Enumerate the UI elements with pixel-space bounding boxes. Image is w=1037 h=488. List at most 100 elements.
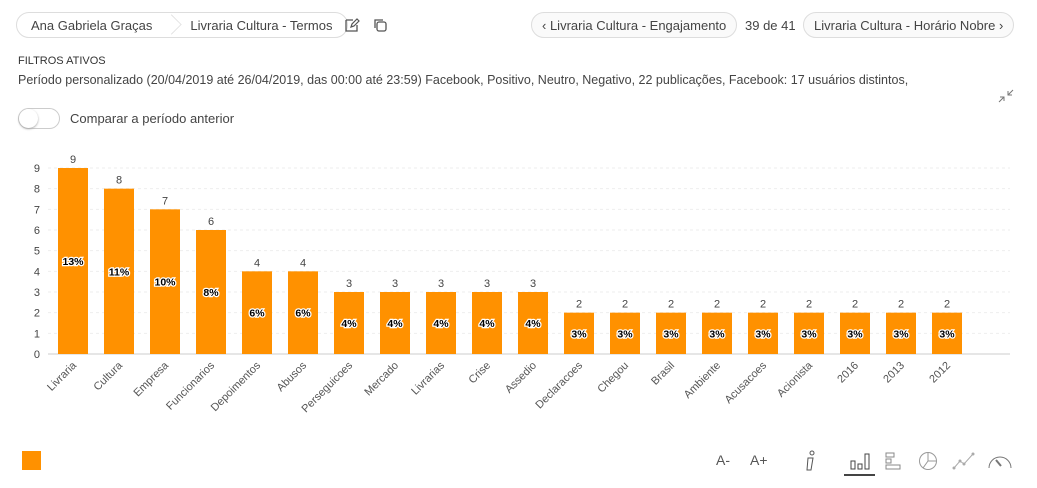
bar[interactable] xyxy=(518,292,548,354)
bar-value-label: 9 xyxy=(70,154,76,166)
breadcrumb: Ana Gabriela Graças Livraria Cultura - T… xyxy=(16,12,348,38)
filters-text: Período personalizado (20/04/2019 até 26… xyxy=(18,73,909,87)
bar[interactable] xyxy=(748,312,778,354)
x-tick-label: 2016 xyxy=(835,360,861,386)
x-tick-label: Cultura xyxy=(92,359,126,393)
next-report-button[interactable]: Livraria Cultura - Horário Nobre › xyxy=(803,12,1015,38)
filters-title: FILTROS ATIVOS xyxy=(18,55,106,67)
bar-percent-label: 3% xyxy=(801,328,817,340)
bar[interactable] xyxy=(380,292,410,354)
x-tick-label: Livrarias xyxy=(409,359,447,397)
bar[interactable] xyxy=(196,230,226,354)
y-tick-label: 8 xyxy=(34,184,40,196)
bar-percent-label: 3% xyxy=(663,328,679,340)
breadcrumb-item-user[interactable]: Ana Gabriela Graças xyxy=(31,17,153,33)
bar[interactable] xyxy=(288,271,318,354)
compare-toggle[interactable] xyxy=(18,108,60,129)
bar-value-label: 3 xyxy=(392,278,398,290)
bar[interactable] xyxy=(932,312,962,354)
x-tick-label: Acionista xyxy=(775,359,816,400)
x-tick-label: Declaracoes xyxy=(533,359,585,411)
bar-percent-label: 11% xyxy=(109,266,130,278)
bar-percent-label: 3% xyxy=(893,328,909,340)
bar[interactable] xyxy=(564,312,594,354)
bar[interactable] xyxy=(104,188,134,354)
bar-percent-label: 13% xyxy=(62,256,84,268)
x-tick-label: Livraria xyxy=(45,359,80,394)
report-counter: 39 de 41 xyxy=(745,18,796,33)
bar-value-label: 2 xyxy=(806,299,812,311)
bar-percent-label: 4% xyxy=(387,318,403,330)
next-report-label: Livraria Cultura - Horário Nobre xyxy=(814,17,996,33)
x-tick-label: Chegou xyxy=(595,360,631,396)
x-tick-label: 2013 xyxy=(881,360,907,386)
x-tick-label: Brasil xyxy=(649,360,677,388)
pie-chart-icon[interactable] xyxy=(918,451,938,471)
gauge-icon[interactable] xyxy=(987,452,1013,470)
bar[interactable] xyxy=(886,312,916,354)
y-tick-label: 2 xyxy=(34,308,40,320)
bar-percent-label: 6% xyxy=(295,308,311,320)
bar-value-label: 2 xyxy=(760,299,766,311)
y-tick-label: 6 xyxy=(34,225,40,237)
bar[interactable] xyxy=(794,312,824,354)
bar[interactable] xyxy=(426,292,456,354)
x-tick-label: Depoimentos xyxy=(209,359,264,414)
bar-value-label: 2 xyxy=(622,299,628,311)
edit-icon[interactable] xyxy=(344,17,360,33)
y-tick-label: 3 xyxy=(34,287,40,299)
bar[interactable] xyxy=(150,209,180,354)
bar[interactable] xyxy=(656,312,686,354)
bar-percent-label: 8% xyxy=(203,287,219,299)
y-tick-label: 5 xyxy=(34,246,40,258)
bar-value-label: 6 xyxy=(208,216,214,228)
bar-percent-label: 6% xyxy=(249,308,265,320)
info-icon[interactable] xyxy=(803,450,817,472)
chevron-right-icon: › xyxy=(995,17,1004,33)
bar-percent-label: 4% xyxy=(525,318,541,330)
font-increase-button[interactable]: A+ xyxy=(750,452,768,468)
prev-report-label: Livraria Cultura - Engajamento xyxy=(549,17,727,33)
horizontal-bar-icon[interactable] xyxy=(885,452,903,470)
bar-percent-label: 10% xyxy=(154,277,176,289)
compare-label: Comparar a período anterior xyxy=(70,111,235,126)
bar[interactable] xyxy=(58,168,88,354)
x-tick-label: 2012 xyxy=(927,360,953,386)
copy-icon[interactable] xyxy=(372,17,388,33)
bar-percent-label: 3% xyxy=(709,328,725,340)
y-tick-label: 1 xyxy=(34,328,40,340)
bar-value-label: 2 xyxy=(898,299,904,311)
bar-value-label: 3 xyxy=(484,278,490,290)
x-tick-label: Acusacoes xyxy=(723,359,770,406)
x-tick-label: Assedio xyxy=(503,360,539,396)
bar-value-label: 2 xyxy=(944,299,950,311)
legend-swatch[interactable] xyxy=(22,451,41,470)
bar-value-label: 2 xyxy=(852,299,858,311)
prev-report-button[interactable]: ‹ Livraria Cultura - Engajamento xyxy=(531,12,738,38)
bar-value-label: 2 xyxy=(576,299,582,311)
bar-chart-icon[interactable] xyxy=(850,452,870,470)
breadcrumb-item-report[interactable]: Livraria Cultura - Termos xyxy=(190,17,333,33)
bar[interactable] xyxy=(702,312,732,354)
bar-percent-label: 3% xyxy=(617,328,633,340)
active-chart-indicator xyxy=(844,474,875,476)
bar[interactable] xyxy=(334,292,364,354)
bar-value-label: 2 xyxy=(668,299,674,311)
y-tick-label: 0 xyxy=(34,349,40,361)
bar-chart: 0 1 2 3 4 5 6 7 8 9 9 13% Livraria 8 11% Cultura 7 10% Emp… xyxy=(34,154,1010,415)
line-chart-icon[interactable] xyxy=(952,452,976,470)
collapse-icon[interactable] xyxy=(997,88,1015,104)
bar-value-label: 8 xyxy=(116,175,122,187)
bar[interactable] xyxy=(472,292,502,354)
bar-percent-label: 4% xyxy=(479,318,495,330)
bar-percent-label: 4% xyxy=(341,318,357,330)
bar-value-label: 4 xyxy=(254,257,260,269)
bar-value-label: 2 xyxy=(714,299,720,311)
bar[interactable] xyxy=(242,271,272,354)
bar-percent-label: 3% xyxy=(755,328,771,340)
x-tick-label: Abusos xyxy=(275,359,310,394)
bar[interactable] xyxy=(610,312,640,354)
font-decrease-button[interactable]: A- xyxy=(716,452,730,468)
x-tick-label: Empresa xyxy=(132,359,172,399)
bar[interactable] xyxy=(840,312,870,354)
